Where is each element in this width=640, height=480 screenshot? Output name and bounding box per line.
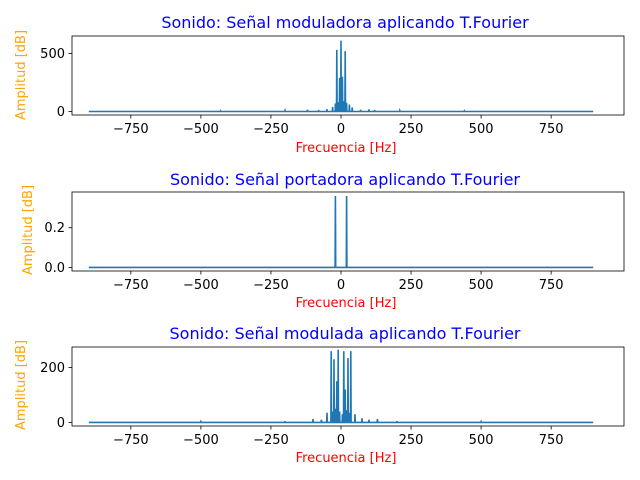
x-tick-label: 750 (539, 122, 564, 137)
x-tick-label: −750 (113, 122, 149, 137)
x-tick-label: 0 (337, 433, 345, 448)
x-tick-label: −250 (253, 433, 289, 448)
chart-title: Sonido: Señal modulada aplicando T.Fouri… (170, 324, 521, 343)
x-tick-label: 250 (399, 433, 424, 448)
x-axis-label: Frecuencia [Hz] (296, 296, 397, 311)
x-tick-label: 500 (469, 278, 494, 293)
chart-title: Sonido: Señal moduladora aplicando T.Fou… (161, 13, 529, 32)
y-tick-label: 0 (57, 105, 65, 120)
y-tick-label: 0.0 (44, 261, 65, 276)
y-axis-label: Amplitud [dB] (21, 185, 36, 275)
x-tick-label: −500 (183, 278, 219, 293)
x-axis-label: Frecuencia [Hz] (296, 451, 397, 466)
subplot-modulada: Sonido: Señal modulada aplicando T.Fouri… (14, 324, 625, 466)
plot-area: −750 −500 −250 0 250 500 750 0 200 (40, 346, 625, 448)
x-tick-label: 0 (337, 122, 345, 137)
x-tick-label: −250 (253, 122, 289, 137)
plot-area: −750 −500 −250 0 250 500 750 0 500 (40, 35, 625, 137)
axes-frame (71, 35, 625, 116)
plot-area: −750 −500 −250 0 250 500 750 0.0 0.2 (44, 191, 625, 293)
x-tick-label: −750 (113, 433, 149, 448)
x-tick-label: 250 (399, 122, 424, 137)
axes-frame (71, 191, 625, 272)
y-tick-label: 0.2 (44, 221, 65, 236)
x-tick-label: 250 (399, 278, 424, 293)
series-line (88, 349, 594, 424)
y-tick-label: 0 (57, 416, 65, 431)
y-axis-label: Amplitud [dB] (14, 340, 29, 430)
y-tick-label: 200 (40, 361, 65, 376)
subplot-moduladora: Sonido: Señal moduladora aplicando T.Fou… (14, 13, 625, 156)
x-tick-label: 500 (469, 433, 494, 448)
series-line (88, 195, 594, 269)
x-tick-label: 750 (539, 278, 564, 293)
axes-frame (71, 346, 625, 427)
x-tick-label: −250 (253, 278, 289, 293)
subplot-portadora: Sonido: Señal portadora aplicando T.Four… (21, 170, 625, 311)
series-line (88, 40, 594, 113)
x-tick-label: −750 (113, 278, 149, 293)
y-tick-label: 500 (40, 47, 65, 62)
y-axis-label: Amplitud [dB] (14, 30, 29, 120)
x-tick-label: 750 (539, 433, 564, 448)
x-tick-label: −500 (183, 433, 219, 448)
x-axis-label: Frecuencia [Hz] (296, 141, 397, 156)
x-tick-label: −500 (183, 122, 219, 137)
x-tick-label: 500 (469, 122, 494, 137)
chart-title: Sonido: Señal portadora aplicando T.Four… (170, 170, 520, 189)
x-tick-label: 0 (337, 278, 345, 293)
